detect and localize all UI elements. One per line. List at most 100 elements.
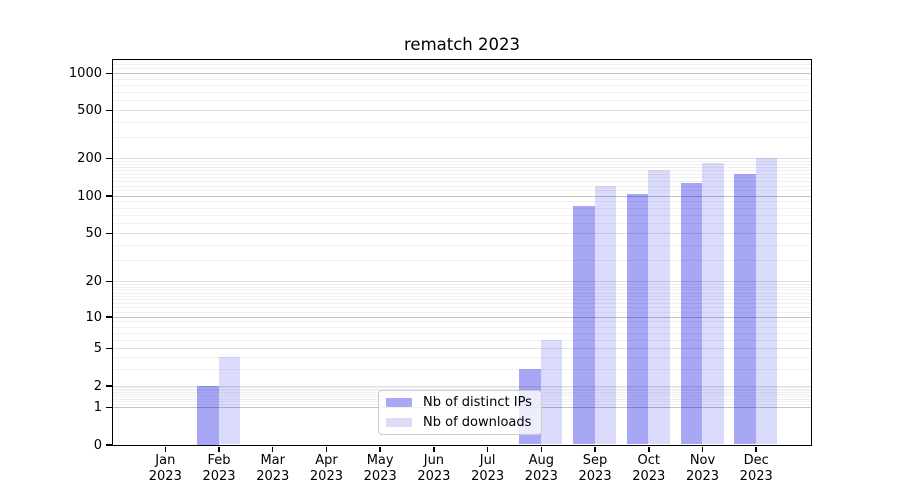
y-tick-mark — [105, 72, 112, 75]
gridline-minor — [112, 63, 811, 65]
chart-title: rematch 2023 — [404, 35, 520, 54]
x-tick-mark — [379, 446, 381, 452]
x-tick-mark — [594, 446, 596, 452]
x-tick-label: Jul 2023 — [458, 453, 518, 485]
legend-swatch-distinct-ips — [386, 397, 412, 408]
bar-distinct-ips — [680, 183, 702, 445]
legend-item: Nb of downloads — [379, 414, 541, 431]
gridline-minor — [112, 136, 811, 138]
y-tick-mark — [105, 385, 112, 387]
gridline-minor — [112, 387, 811, 389]
x-tick-label-line: 2023 — [632, 469, 666, 484]
x-tick-label: Jan 2023 — [135, 453, 195, 485]
gridline-minor — [112, 166, 811, 168]
x-tick-label-line: 2023 — [202, 469, 236, 484]
gridline-minor — [112, 299, 811, 301]
x-tick-label: Oct 2023 — [619, 453, 679, 485]
x-tick-mark — [433, 446, 435, 452]
gridline-minor — [112, 84, 811, 86]
y-tick-mark — [105, 444, 112, 446]
gridline-minor — [112, 321, 811, 323]
x-tick-label-line: Jul — [479, 453, 496, 468]
gridline-minor — [112, 185, 811, 187]
gridline-minor — [112, 170, 811, 172]
x-tick-label-line: Jun — [423, 453, 445, 468]
bar-downloads — [540, 339, 563, 445]
bar-downloads — [218, 357, 241, 445]
x-tick-label-line: Nov — [689, 453, 716, 468]
legend-label: Nb of distinct IPs — [423, 395, 532, 410]
bar-distinct-ips — [734, 174, 756, 445]
x-tick-label-line: May — [366, 453, 394, 468]
gridline-minor — [112, 326, 811, 328]
gridline-minor — [112, 388, 811, 390]
gridline-minor — [112, 332, 811, 334]
legend-swatch-downloads — [386, 417, 412, 428]
x-tick-label-line: 2023 — [417, 469, 451, 484]
gridline-sub — [112, 385, 811, 387]
gridline-sub — [112, 233, 811, 235]
gridline-minor — [112, 121, 811, 123]
gridline-minor — [112, 207, 811, 209]
gridline-minor — [112, 303, 811, 305]
y-tick-mark — [105, 157, 112, 160]
bar-downloads — [648, 170, 670, 445]
x-tick-label: Sep 2023 — [565, 453, 625, 485]
plot-area — [111, 59, 812, 446]
y-tick-mark — [105, 195, 112, 197]
bar-downloads — [702, 163, 724, 445]
y-tick-mark — [105, 280, 112, 283]
gridline-minor — [112, 190, 811, 192]
x-tick-mark — [325, 446, 328, 452]
x-tick-label-line: Aug — [528, 453, 555, 468]
x-tick-label-line: 2023 — [739, 469, 773, 484]
y-tick-label: 1000 — [68, 66, 102, 82]
gridline-minor — [112, 289, 811, 291]
x-tick-label-line: Jan — [155, 453, 176, 468]
bar-distinct-ips — [626, 193, 649, 445]
gridline-sub — [112, 348, 811, 349]
gridline-minor — [112, 100, 811, 102]
x-tick-label: May 2023 — [350, 453, 410, 485]
gridline-sub — [112, 158, 811, 160]
legend-label: Nb of downloads — [423, 415, 532, 430]
x-tick-label-line: Oct — [637, 453, 660, 468]
y-tick-label: 500 — [77, 102, 102, 118]
y-tick-label: 10 — [85, 309, 102, 325]
gridline-major — [112, 316, 811, 318]
bar-downloads — [594, 185, 617, 445]
gridline-sub — [112, 109, 811, 111]
bar-distinct-ips — [573, 206, 595, 445]
x-tick-label-line: 2023 — [309, 469, 343, 484]
x-tick-label-line: Mar — [260, 453, 285, 468]
gridline-minor — [112, 339, 811, 341]
x-tick-mark — [486, 446, 489, 452]
gridline-minor — [112, 78, 811, 80]
gridline-major — [112, 195, 811, 197]
x-tick-label: Nov 2023 — [673, 453, 733, 485]
x-tick-mark — [701, 446, 704, 452]
x-tick-mark — [755, 446, 757, 452]
gridline-minor — [112, 201, 811, 203]
gridline-minor — [112, 163, 811, 165]
gridline-major — [112, 73, 811, 75]
gridline-minor — [112, 283, 811, 285]
y-tick-mark — [105, 316, 112, 318]
gridline-minor — [112, 244, 811, 246]
y-tick-label: 1 — [93, 399, 102, 415]
x-tick-label: Dec 2023 — [726, 453, 786, 485]
y-tick-mark — [105, 406, 112, 409]
gridline-minor — [112, 368, 811, 370]
y-tick-label: 50 — [85, 226, 102, 242]
x-tick-mark — [648, 446, 650, 452]
x-tick-label: Mar 2023 — [243, 453, 303, 485]
x-tick-mark — [271, 446, 274, 452]
x-tick-mark — [164, 446, 167, 452]
x-tick-label-line: Sep — [582, 453, 608, 468]
x-tick-label-line: 2023 — [685, 469, 720, 484]
gridline-minor — [112, 68, 811, 70]
gridline-minor — [112, 214, 811, 216]
gridline-minor — [112, 173, 811, 175]
y-tick-mark — [105, 109, 112, 112]
